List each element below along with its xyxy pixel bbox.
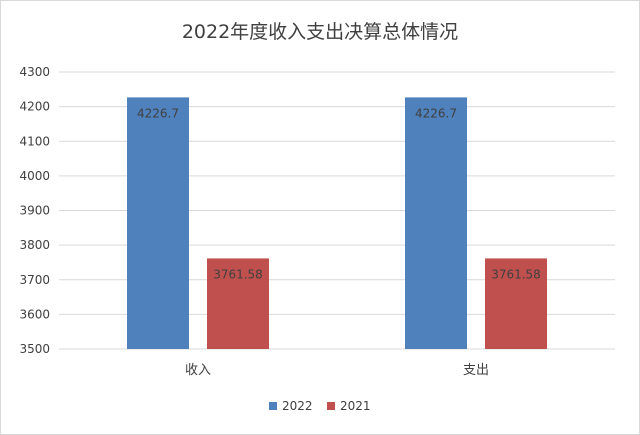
y-tick-label: 4200	[19, 100, 50, 114]
bar-2021-0	[207, 258, 269, 349]
x-axis-category-labels: 收入 支出	[185, 363, 489, 378]
y-tick-label: 4000	[19, 169, 50, 183]
legend: 2022 2021	[269, 399, 371, 413]
legend-swatch-2022	[269, 402, 277, 410]
y-tick-label: 4300	[19, 65, 50, 79]
bar-2022-1	[405, 97, 467, 349]
bar-2022-0	[127, 97, 189, 349]
y-tick-label: 3500	[19, 342, 50, 356]
chart-title: 2022年度收入支出决算总体情况	[182, 21, 458, 43]
category-label: 收入	[185, 363, 211, 378]
legend-label-2021: 2021	[340, 399, 371, 413]
bars	[127, 97, 547, 349]
data-labels: 4226.7 3761.58 4226.7 3761.58	[137, 106, 541, 281]
data-label-2021-1: 3761.58	[491, 267, 541, 281]
y-tick-label: 3800	[19, 238, 50, 252]
y-axis-tick-labels: 3500 3600 3700 3800 3900 4000 4100 4200 4300	[19, 65, 50, 356]
data-label-2022-1: 4226.7	[415, 106, 457, 120]
y-tick-label: 3900	[19, 204, 50, 218]
legend-swatch-2021	[327, 402, 335, 410]
legend-label-2022: 2022	[282, 399, 313, 413]
data-label-2022-0: 4226.7	[137, 106, 179, 120]
data-label-2021-0: 3761.58	[213, 267, 263, 281]
y-tick-label: 3700	[19, 273, 50, 287]
bar-2021-1	[485, 258, 547, 349]
category-label: 支出	[463, 363, 489, 378]
y-tick-label: 3600	[19, 307, 50, 321]
y-tick-label: 4100	[19, 134, 50, 148]
